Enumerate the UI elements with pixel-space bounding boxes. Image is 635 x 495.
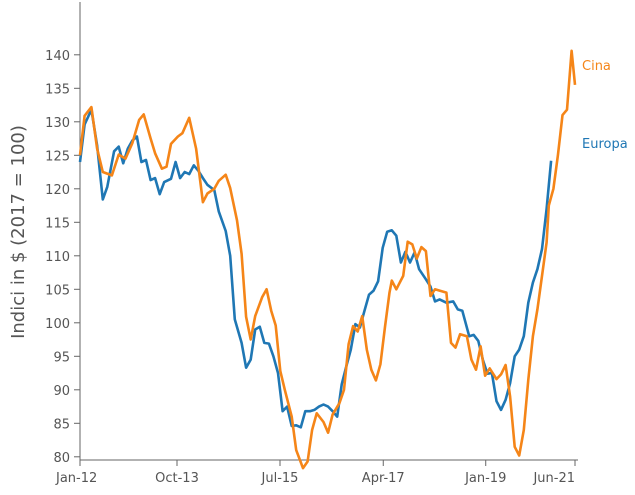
y-tick-label: 140 (45, 49, 70, 64)
y-tick-label: 80 (53, 451, 70, 466)
y-tick-label: 90 (53, 384, 70, 399)
x-tick-label: Jan-19 (464, 471, 506, 486)
y-tick-label: 115 (45, 216, 70, 231)
y-tick-label: 135 (45, 82, 70, 97)
x-tick-label: Jan-12 (55, 471, 97, 486)
series-label-europa: Europa (582, 137, 628, 152)
series-label-cina: Cina (582, 59, 611, 74)
series-line-cina (78, 49, 577, 470)
y-tick-label: 100 (45, 317, 70, 332)
y-tick-label: 85 (53, 417, 70, 432)
x-ticks: Jan-12 Oct-13 Jul-15 Apr-17 Jan-19 Jun-21 (55, 460, 576, 486)
y-tick-label: 130 (45, 116, 70, 131)
x-tick-label: Jun-21 (532, 471, 575, 486)
x-tick-label: Oct-13 (155, 471, 199, 486)
series-lines (78, 49, 577, 470)
x-tick-label: Jul-15 (261, 471, 299, 486)
series-line-europa (78, 108, 553, 429)
y-tick-label: 125 (45, 149, 70, 164)
y-tick-label: 120 (45, 183, 70, 198)
y-tick-label: 105 (45, 283, 70, 298)
y-tick-label: 95 (53, 350, 70, 365)
x-tick-label: Apr-17 (362, 471, 405, 486)
y-ticks: 80 85 90 95 100 105 110 115 120 125 130 135 140 (45, 49, 80, 466)
y-axis-title: Indici in $ (2017 = 100) (8, 125, 29, 339)
y-tick-label: 110 (45, 250, 70, 265)
chart-axes (79, 2, 578, 461)
